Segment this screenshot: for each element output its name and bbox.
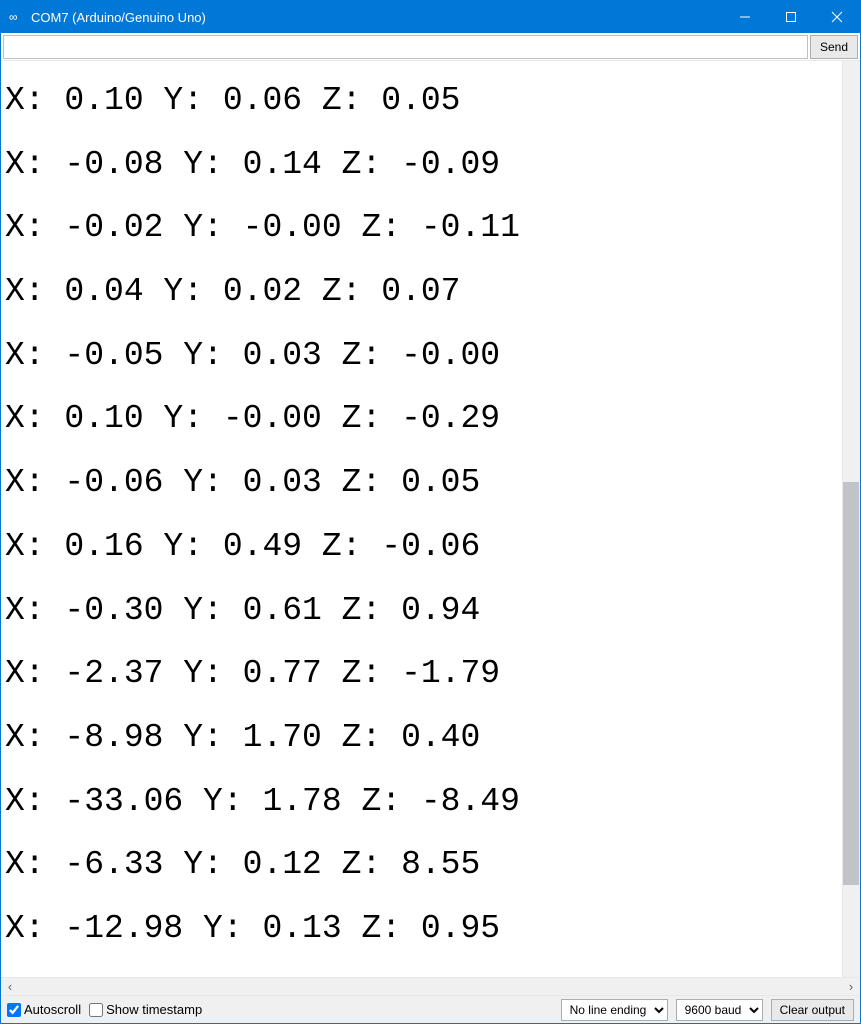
maximize-button[interactable]	[768, 1, 814, 33]
baud-select[interactable]: 9600 baud	[676, 999, 763, 1021]
scroll-left-icon[interactable]: ‹	[1, 978, 19, 996]
autoscroll-checkbox[interactable]: Autoscroll	[7, 1002, 81, 1017]
scroll-right-icon[interactable]: ›	[842, 978, 860, 996]
scrollbar-thumb[interactable]	[843, 482, 859, 885]
output-wrap: X: 0.10 Y: 0.06 Z: 0.05 X: -0.08 Y: 0.14…	[1, 61, 860, 977]
serial-input[interactable]	[3, 35, 808, 59]
bottom-bar: Autoscroll Show timestamp No line ending…	[1, 995, 860, 1023]
window-title: COM7 (Arduino/Genuino Uno)	[31, 10, 722, 25]
serial-output: X: 0.10 Y: 0.06 Z: 0.05 X: -0.08 Y: 0.14…	[1, 61, 842, 977]
clear-output-button[interactable]: Clear output	[771, 999, 854, 1021]
send-button[interactable]: Send	[810, 35, 858, 59]
timestamp-input[interactable]	[89, 1003, 103, 1017]
autoscroll-label: Autoscroll	[24, 1002, 81, 1017]
vertical-scrollbar[interactable]	[842, 61, 860, 977]
timestamp-checkbox[interactable]: Show timestamp	[89, 1002, 202, 1017]
close-button[interactable]	[814, 1, 860, 33]
titlebar: ∞ COM7 (Arduino/Genuino Uno)	[1, 1, 860, 33]
timestamp-label: Show timestamp	[106, 1002, 202, 1017]
horizontal-scrollbar[interactable]: ‹ ›	[1, 977, 860, 995]
minimize-button[interactable]	[722, 1, 768, 33]
input-row: Send	[1, 33, 860, 61]
line-ending-select[interactable]: No line ending	[561, 999, 668, 1021]
autoscroll-input[interactable]	[7, 1003, 21, 1017]
app-icon: ∞	[9, 9, 25, 25]
svg-text:∞: ∞	[9, 10, 18, 24]
